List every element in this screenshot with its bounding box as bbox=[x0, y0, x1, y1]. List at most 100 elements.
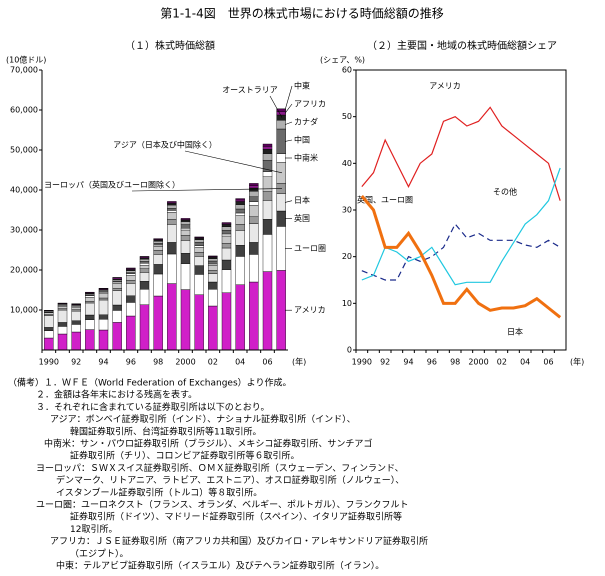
bar-segment bbox=[249, 185, 259, 189]
bar-segment bbox=[194, 236, 204, 238]
bar-segment bbox=[112, 322, 122, 351]
x-tick-label: 96 bbox=[126, 358, 136, 367]
bar-segment bbox=[139, 272, 150, 282]
bar-segment bbox=[276, 153, 286, 163]
bar-segment bbox=[194, 246, 204, 253]
bar-segment bbox=[139, 281, 150, 290]
bar-segment bbox=[167, 242, 177, 255]
series-label: オーストラリア bbox=[222, 86, 278, 95]
y-tick-label: 30 bbox=[342, 206, 352, 215]
bar-segment bbox=[221, 247, 232, 261]
bar-segment bbox=[98, 314, 109, 320]
bar-segment bbox=[235, 230, 245, 246]
bar-segment bbox=[208, 263, 218, 266]
y-axis-label: (シェア、%) bbox=[320, 56, 365, 65]
leader bbox=[284, 121, 293, 125]
bar-segment bbox=[167, 210, 177, 213]
x-tick-label: 1990 bbox=[352, 358, 372, 367]
bar-segment bbox=[71, 320, 81, 325]
note-line: イスタンブール証券取引所（トルコ）等８取引所。 bbox=[56, 486, 262, 498]
y-tick-label: 60 bbox=[342, 66, 352, 75]
bar-segment bbox=[221, 269, 232, 294]
bar-segment bbox=[194, 241, 204, 246]
bar-segment bbox=[262, 143, 273, 147]
plot-frame bbox=[355, 69, 567, 351]
bar-segment bbox=[126, 270, 136, 273]
bar-segment bbox=[194, 265, 204, 275]
bar-segment bbox=[153, 295, 163, 351]
y-tick-label: 50,000 bbox=[10, 146, 38, 155]
bar-segment bbox=[249, 254, 259, 283]
bar-segment bbox=[262, 176, 273, 192]
bar-segment bbox=[208, 255, 218, 257]
bar-segment bbox=[98, 299, 109, 316]
bar-segment bbox=[221, 224, 232, 227]
bar-segment bbox=[98, 292, 109, 294]
x-tick-label: 02 bbox=[497, 358, 507, 367]
bar-segment bbox=[262, 218, 273, 235]
bar-segment bbox=[126, 273, 136, 276]
bar-segment bbox=[208, 273, 218, 283]
bar-segment bbox=[194, 294, 204, 351]
note-line: （備考）１．ＷＦＥ（World Federation of Exchanges）… bbox=[8, 377, 291, 389]
series-label: 中東 bbox=[294, 81, 310, 91]
bar-segment bbox=[194, 256, 204, 266]
bar-segment bbox=[262, 234, 273, 272]
note-line: 証券取引所（チリ）、コロンビア証券取引所等６取引所。 bbox=[70, 450, 300, 462]
bar-segment bbox=[57, 333, 68, 351]
leader bbox=[284, 200, 293, 203]
bar-segment bbox=[167, 224, 177, 243]
bar-segment bbox=[235, 212, 245, 216]
page-title: 第1-1-4図 世界の株式市場における時価総額の推移 bbox=[160, 6, 444, 21]
bar-segment bbox=[44, 337, 54, 351]
bar-segment bbox=[235, 284, 245, 351]
y-tick-label: 20,000 bbox=[10, 266, 38, 275]
x-tick-label: 94 bbox=[98, 358, 108, 367]
bar-segment bbox=[112, 283, 122, 289]
bar-segment bbox=[153, 238, 163, 240]
x-tick-label: 04 bbox=[520, 358, 530, 367]
bar-segment bbox=[57, 326, 68, 335]
bar-segment bbox=[249, 201, 259, 206]
bar-segment bbox=[167, 203, 177, 206]
y-tick-label: 50 bbox=[342, 112, 352, 121]
series-label: アジア（日本及び中国除く） bbox=[113, 140, 217, 150]
bar-segment bbox=[167, 283, 177, 351]
bar-segment bbox=[249, 183, 259, 186]
bar-segment bbox=[276, 111, 286, 116]
bar-segment bbox=[208, 265, 218, 271]
bar-segment bbox=[235, 208, 245, 214]
bar-segment bbox=[126, 302, 136, 317]
bar-segment bbox=[249, 190, 259, 197]
bar-segment bbox=[71, 331, 81, 351]
bar-segment bbox=[221, 233, 232, 237]
bar-segment bbox=[85, 297, 95, 302]
bar-segment bbox=[167, 201, 177, 203]
leader bbox=[184, 150, 283, 174]
series-label: 英国、ユーロ圏 bbox=[357, 195, 413, 205]
bar-segment bbox=[221, 242, 232, 249]
bar-segment bbox=[139, 258, 150, 262]
bar-segment bbox=[57, 322, 68, 327]
bar-segment bbox=[139, 268, 150, 273]
series-label: 日本 bbox=[294, 195, 310, 205]
bar-segment bbox=[44, 315, 54, 328]
bar-segment bbox=[208, 281, 218, 290]
bar-segment bbox=[276, 128, 286, 154]
bar-segment bbox=[221, 222, 232, 224]
bar-segment bbox=[262, 160, 273, 172]
bar-segment bbox=[235, 256, 245, 285]
bar-segment bbox=[85, 314, 95, 320]
bar-segment bbox=[85, 302, 95, 316]
bar-segment bbox=[262, 200, 273, 220]
series-label: アメリカ bbox=[294, 306, 326, 315]
bar-segment bbox=[262, 171, 273, 178]
bar-segment bbox=[85, 295, 95, 298]
y-axis-label: (10億ドル) bbox=[6, 55, 46, 65]
bar-segment bbox=[262, 191, 273, 201]
bar-segment bbox=[180, 229, 191, 236]
note-line: アフリカ：ＪＳＥ証券取引所（南アフリカ共和国）及びカイロ・アレキサンドリア証券取… bbox=[50, 535, 428, 547]
bar-segment bbox=[85, 319, 95, 330]
bar-segment bbox=[221, 292, 232, 351]
bar-segment bbox=[153, 250, 163, 255]
